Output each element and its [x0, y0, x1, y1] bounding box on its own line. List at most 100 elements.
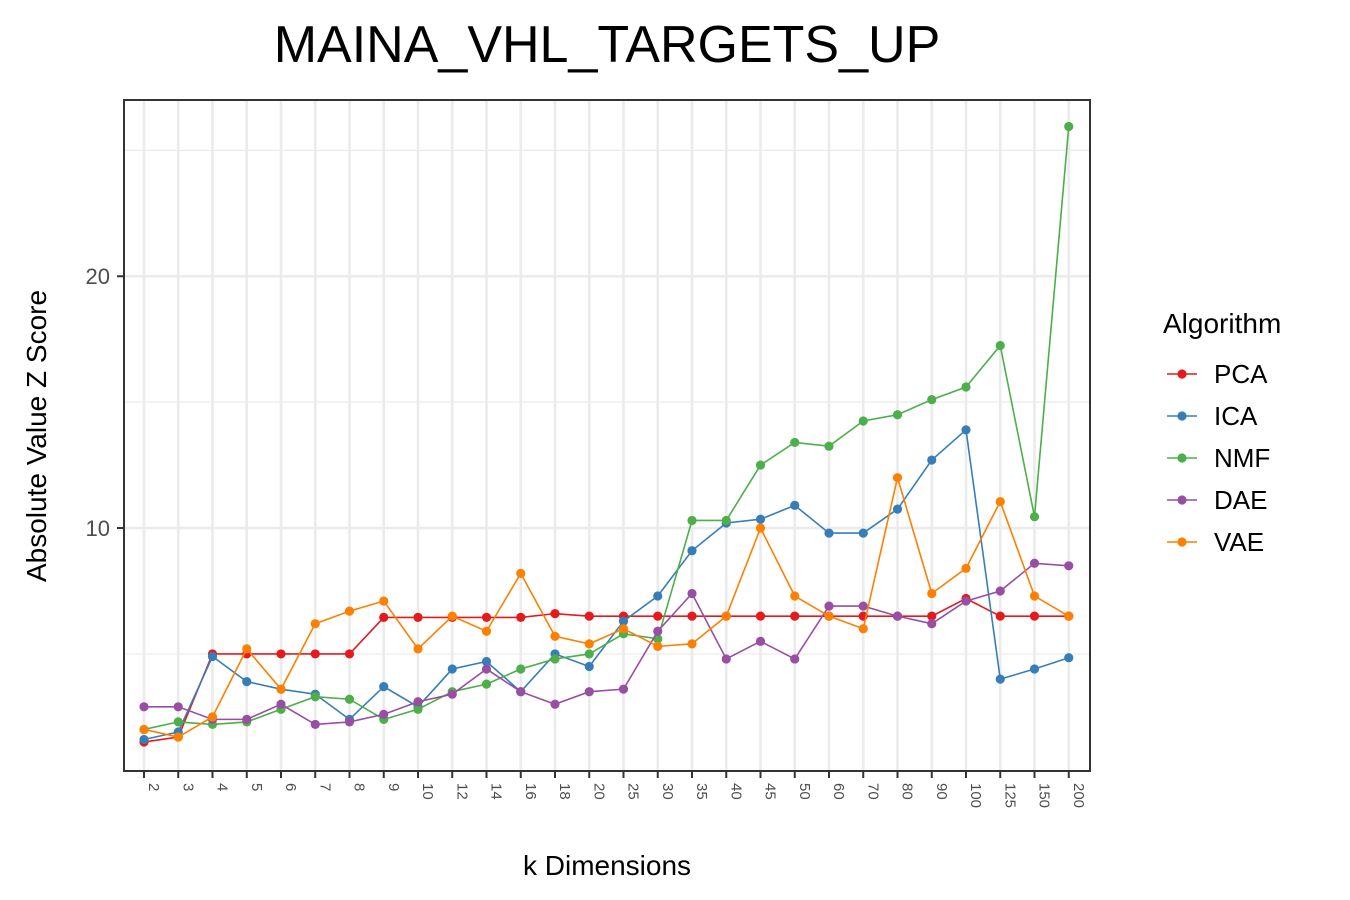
data-point-ica [995, 674, 1005, 684]
data-point-dae [413, 697, 423, 707]
legend-item-pca: PCA [1167, 359, 1268, 389]
data-point-dae [995, 586, 1005, 596]
x-tick-label: 7 [316, 783, 333, 791]
data-point-nmf [344, 694, 355, 704]
data-point-vae [516, 568, 526, 578]
data-point-nmf [858, 416, 868, 426]
data-point-ica [755, 514, 766, 524]
x-tick-label: 200 [1070, 783, 1087, 808]
series-ica [139, 425, 1074, 745]
x-tick-label: 70 [864, 783, 881, 800]
data-point-nmf [790, 437, 800, 448]
data-point-vae [413, 644, 423, 654]
series-line-nmf [143, 126, 1070, 731]
data-point-vae [344, 606, 355, 616]
x-tick-label: 10 [419, 783, 436, 800]
data-point-dae [721, 654, 731, 664]
data-point-ica [1029, 664, 1040, 674]
data-point-ica [481, 656, 492, 667]
x-tick-label: 35 [693, 783, 710, 800]
data-point-ica [653, 591, 663, 601]
data-point-ica [242, 677, 252, 687]
data-point-vae [892, 473, 903, 483]
legend-title: Algorithm [1163, 308, 1281, 339]
legend-item-dae: DAE [1167, 485, 1267, 515]
y-tick-label: 20 [86, 264, 110, 289]
data-point-pca [755, 611, 766, 621]
data-point-dae [139, 702, 149, 712]
data-point-vae [653, 641, 663, 651]
data-point-pca [379, 612, 389, 623]
data-point-ica [927, 455, 937, 465]
data-point-pca [550, 609, 560, 619]
data-point-vae [961, 563, 971, 573]
x-tick-label: 150 [1036, 783, 1053, 808]
y-tick-label: 10 [86, 516, 110, 541]
data-point-pca [413, 612, 423, 623]
x-tick-label: 2 [145, 783, 162, 791]
data-point-pca [653, 611, 663, 621]
data-point-vae [481, 626, 492, 636]
data-point-pca [276, 649, 286, 659]
data-point-dae [824, 601, 834, 611]
data-point-vae [687, 639, 697, 649]
data-point-dae [481, 664, 492, 674]
data-point-pca [481, 612, 492, 623]
data-point-vae [927, 588, 937, 599]
data-point-nmf [1029, 512, 1040, 522]
data-point-nmf [173, 717, 183, 727]
data-point-dae [790, 654, 800, 664]
plot-panel-border [123, 99, 1091, 772]
x-tick-label: 3 [179, 783, 196, 791]
x-tick-label: 18 [556, 783, 573, 800]
data-point-nmf [310, 692, 320, 702]
x-tick-label: 25 [625, 783, 642, 800]
legend-key-point [1177, 495, 1187, 505]
data-point-dae [687, 588, 697, 599]
data-point-dae [1029, 558, 1040, 568]
data-point-dae [173, 702, 183, 712]
x-tick-label: 5 [248, 783, 265, 791]
data-point-dae [892, 611, 903, 621]
data-point-dae [344, 717, 355, 727]
data-point-dae [242, 714, 252, 724]
x-tick-label: 45 [762, 783, 779, 800]
legend: Algorithm PCA ICA NMF DAE VAE [1163, 308, 1281, 557]
data-point-ica [892, 504, 903, 514]
x-tick-label: 16 [522, 783, 539, 800]
data-point-dae [927, 619, 937, 629]
data-point-nmf [584, 649, 594, 659]
x-tick-label: 12 [453, 783, 470, 800]
legend-label: ICA [1214, 401, 1258, 431]
x-tick-label: 6 [282, 783, 299, 791]
legend-key-point [1177, 411, 1187, 421]
data-point-dae [961, 596, 971, 606]
legend-item-ica: ICA [1167, 401, 1258, 431]
x-tick-label: 14 [488, 783, 505, 800]
data-point-dae [379, 709, 389, 719]
legend-label: NMF [1214, 443, 1270, 473]
data-point-nmf [721, 515, 731, 526]
data-point-ica [618, 616, 629, 626]
data-point-pca [584, 611, 594, 621]
data-point-pca [1029, 611, 1040, 621]
legend-label: PCA [1214, 359, 1268, 389]
data-point-vae [550, 631, 560, 641]
x-tick-label: 50 [796, 783, 813, 800]
x-tick-label: 80 [899, 783, 916, 800]
data-point-vae [242, 644, 252, 654]
data-point-ica [379, 682, 389, 692]
series-nmf [139, 121, 1074, 735]
legend-items: PCA ICA NMF DAE VAE [1167, 359, 1270, 557]
data-point-pca [310, 649, 320, 659]
legend-label: DAE [1214, 485, 1267, 515]
data-point-dae [858, 601, 868, 611]
data-point-vae [139, 724, 149, 735]
legend-item-nmf: NMF [1167, 443, 1270, 473]
x-tick-label: 30 [659, 783, 676, 800]
data-point-vae [1029, 591, 1040, 601]
data-point-ica [207, 651, 218, 662]
x-axis-title: k Dimensions [523, 850, 691, 881]
grid-layer [124, 100, 1090, 771]
